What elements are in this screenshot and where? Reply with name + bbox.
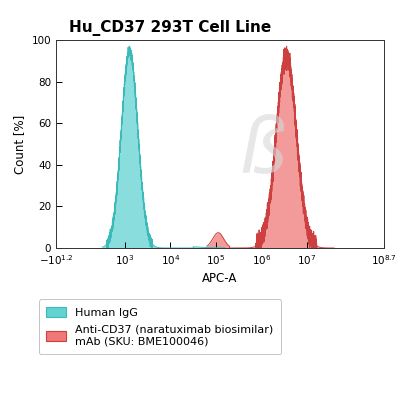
X-axis label: APC-A: APC-A — [202, 272, 238, 285]
Y-axis label: Count [%]: Count [%] — [13, 114, 26, 174]
Text: Hu_CD37 293T Cell Line: Hu_CD37 293T Cell Line — [69, 20, 271, 36]
Legend: Human IgG, Anti-CD37 (naratuximab biosimilar)
mAb (SKU: BME100046): Human IgG, Anti-CD37 (naratuximab biosim… — [38, 299, 281, 354]
Text: ß: ß — [238, 113, 287, 187]
